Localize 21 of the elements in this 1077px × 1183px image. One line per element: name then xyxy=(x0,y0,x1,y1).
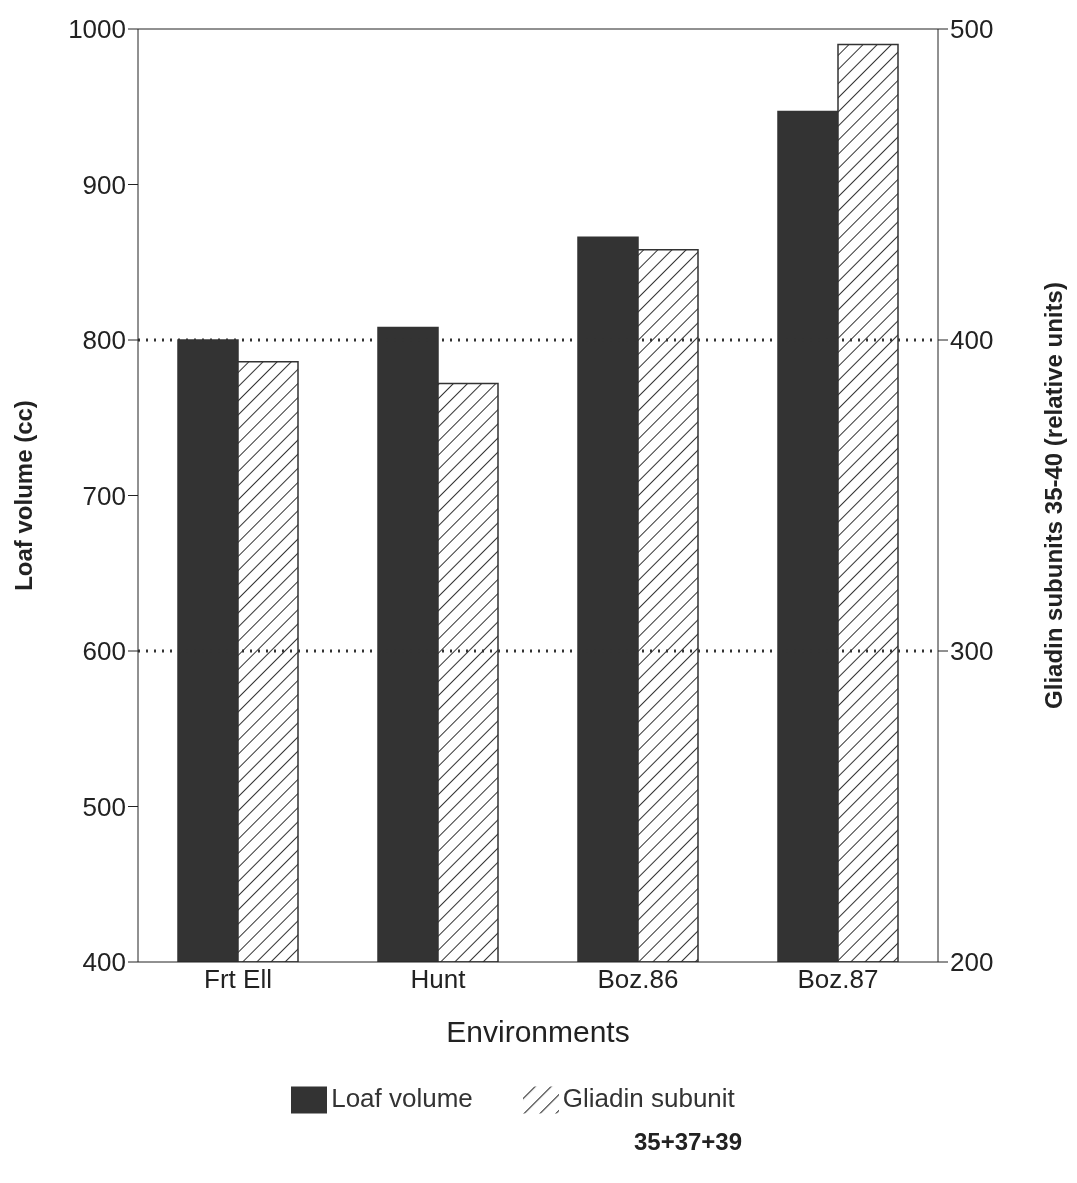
x-tick-label: Hunt xyxy=(410,964,467,995)
y2-tick-label: 400 xyxy=(950,325,994,356)
text: 35+37+39 xyxy=(632,1128,744,1156)
y-tick-label: 600 xyxy=(82,636,126,667)
x-axis-title: Environments xyxy=(446,1015,630,1048)
legend-label: Loaf volume xyxy=(331,1082,473,1113)
x-tick-label: Frt Ell xyxy=(204,964,272,995)
y-tick-label: 700 xyxy=(82,480,126,511)
y-tick-label: 500 xyxy=(82,791,126,822)
y2-tick-label: 500 xyxy=(950,14,994,45)
y-tick-label: 900 xyxy=(82,169,126,200)
y-axis-title: Loaf volume (cc) xyxy=(9,400,37,591)
y2-axis-title: Gliadin subunits 35-40 (relative units) xyxy=(1039,282,1067,709)
legend-label: Gliadin subunit xyxy=(562,1082,735,1113)
x-tick-label: Boz.87 xyxy=(797,964,879,995)
y2-tick-label: 200 xyxy=(950,947,994,978)
y-tick-label: 800 xyxy=(82,325,126,356)
x-tick-label: Boz.86 xyxy=(597,964,679,995)
y-tick-label: 1000 xyxy=(68,14,126,45)
y-tick-label: 400 xyxy=(82,947,126,978)
y2-tick-label: 300 xyxy=(950,636,994,667)
